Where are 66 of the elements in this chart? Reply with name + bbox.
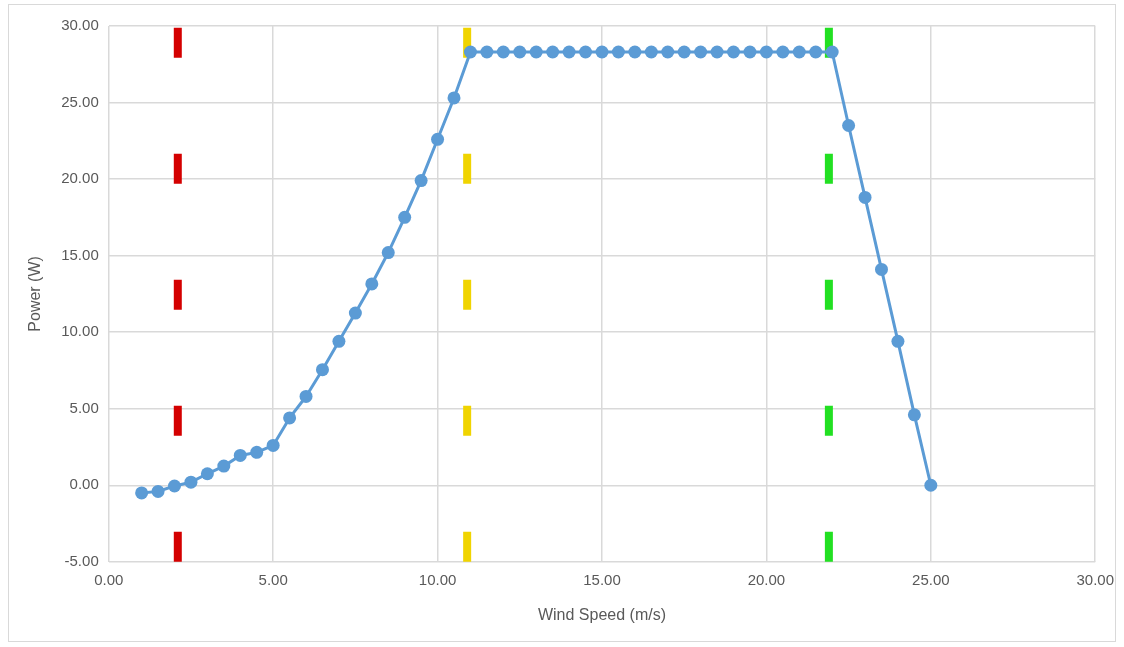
y-tick-label: 10.00 xyxy=(61,322,99,340)
x-tick-label: 25.00 xyxy=(912,570,950,588)
point xyxy=(283,411,297,425)
y-tick-label: 15.00 xyxy=(61,245,99,263)
y-tick-label: 30.00 xyxy=(61,16,99,34)
point xyxy=(924,478,938,492)
point xyxy=(480,45,494,59)
point xyxy=(743,45,757,59)
point xyxy=(858,190,872,204)
point xyxy=(710,45,724,59)
point xyxy=(644,45,658,59)
point xyxy=(233,448,247,462)
point xyxy=(546,45,560,59)
y-tick-label: -5.00 xyxy=(64,551,99,569)
point xyxy=(250,445,264,459)
point xyxy=(842,119,856,133)
y-tick-label: 25.00 xyxy=(61,92,99,110)
point xyxy=(299,389,313,403)
point xyxy=(792,45,806,59)
x-tick-label: 5.00 xyxy=(258,570,288,588)
point xyxy=(332,334,346,348)
point xyxy=(315,363,329,377)
point xyxy=(694,45,708,59)
point xyxy=(611,45,625,59)
point xyxy=(677,45,691,59)
point xyxy=(891,334,905,348)
y-axis-title: Power (W) xyxy=(26,256,44,332)
point xyxy=(907,408,921,422)
point xyxy=(151,484,165,498)
point xyxy=(365,277,379,291)
point xyxy=(809,45,823,59)
point xyxy=(266,438,280,452)
point xyxy=(348,306,362,320)
point xyxy=(595,45,609,59)
point xyxy=(135,486,149,500)
x-tick-label: 15.00 xyxy=(583,570,621,588)
point xyxy=(447,91,461,105)
point xyxy=(168,479,181,493)
point xyxy=(431,132,445,146)
point xyxy=(529,45,543,59)
point xyxy=(727,45,741,59)
point xyxy=(463,45,477,59)
point xyxy=(217,459,231,473)
point xyxy=(414,174,428,188)
point xyxy=(661,45,675,59)
y-tick-label: 5.00 xyxy=(69,398,99,416)
point xyxy=(759,45,773,59)
x-tick-label: 30.00 xyxy=(1076,570,1115,588)
point xyxy=(398,210,412,224)
x-tick-label: 10.00 xyxy=(418,570,457,588)
point xyxy=(579,45,593,59)
x-tick-label: 0.00 xyxy=(94,570,124,588)
x-axis-title: Wind Speed (m/s) xyxy=(537,605,667,623)
point xyxy=(200,467,214,481)
point xyxy=(184,475,198,489)
y-tick-label: 20.00 xyxy=(61,169,99,187)
point xyxy=(496,45,510,59)
x-tick-label: 20.00 xyxy=(747,570,786,588)
point xyxy=(381,246,395,260)
point xyxy=(562,45,576,59)
point xyxy=(776,45,790,59)
point xyxy=(513,45,527,59)
point xyxy=(874,262,888,276)
point xyxy=(628,45,642,59)
y-tick-label: 0.00 xyxy=(69,475,99,493)
point xyxy=(825,45,839,59)
